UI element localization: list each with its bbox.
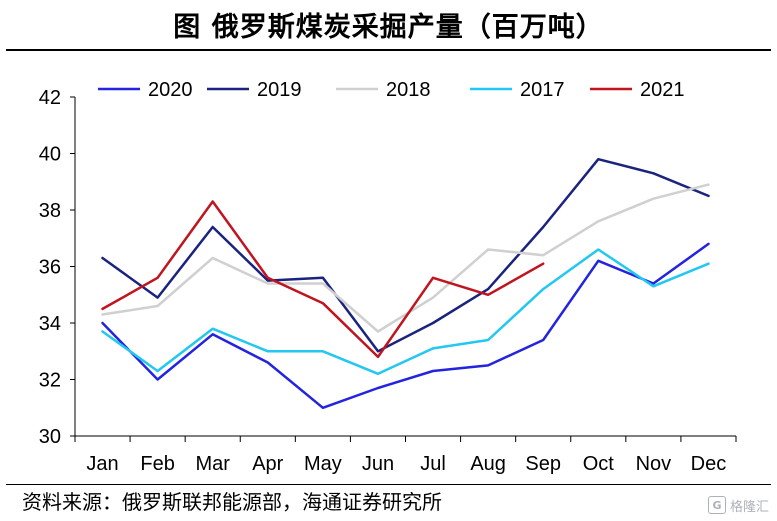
y-tick-label: 30: [39, 426, 61, 448]
series-line-2018: [101, 183, 710, 333]
title-divider: [6, 49, 771, 51]
x-tick-label: Jan: [86, 453, 118, 475]
x-tick-label: Jun: [362, 453, 394, 475]
y-tick-label: 42: [39, 87, 61, 109]
source-divider: [6, 484, 771, 485]
chart-axes: 30 32 34 36 38 40 42 Jan Feb Mar Apr May Jun Jul Aug Se…: [39, 87, 737, 475]
series-line-2021: [101, 200, 545, 359]
watermark: G 格隆汇: [707, 494, 769, 516]
series-layer: [101, 157, 710, 410]
x-tick-label: Mar: [195, 453, 230, 475]
legend-label-2018: 2018: [386, 79, 431, 101]
x-tick-label: Apr: [252, 453, 283, 475]
x-tick-label: Jul: [420, 453, 446, 475]
watermark-logo-icon: G: [707, 496, 726, 514]
series-line-2017: [101, 248, 710, 376]
series-line-2019: [101, 157, 710, 353]
x-tick-label: Sep: [525, 453, 561, 475]
y-tick-label: 40: [39, 144, 61, 166]
legend-label-2021: 2021: [640, 79, 685, 101]
x-tick-label: Aug: [470, 453, 506, 475]
y-tick-label: 34: [39, 313, 61, 335]
x-tick-label: May: [304, 453, 342, 475]
x-tick-label: Feb: [140, 453, 174, 475]
legend: 2020 2019 2018 2017 2021: [98, 79, 685, 101]
x-tick-label: Nov: [636, 453, 672, 475]
source-note: 资料来源：俄罗斯联邦能源部，海通证券研究所: [22, 490, 442, 514]
y-tick-label: 36: [39, 257, 61, 279]
legend-label-2020: 2020: [148, 79, 193, 101]
y-tick-label: 32: [39, 370, 61, 392]
x-tick-label: Dec: [691, 453, 727, 475]
x-tick-label: Oct: [583, 453, 615, 475]
legend-label-2019: 2019: [257, 79, 302, 101]
legend-label-2017: 2017: [520, 79, 565, 101]
series-line-2020: [101, 242, 710, 410]
y-tick-label: 38: [39, 200, 61, 222]
line-chart: 30 32 34 36 38 40 42 Jan Feb Mar Apr May Jun Jul Aug Se…: [39, 79, 737, 475]
chart-title: 图 俄罗斯煤炭采掘产量（百万吨）: [173, 11, 604, 43]
watermark-text: 格隆汇: [729, 499, 769, 515]
